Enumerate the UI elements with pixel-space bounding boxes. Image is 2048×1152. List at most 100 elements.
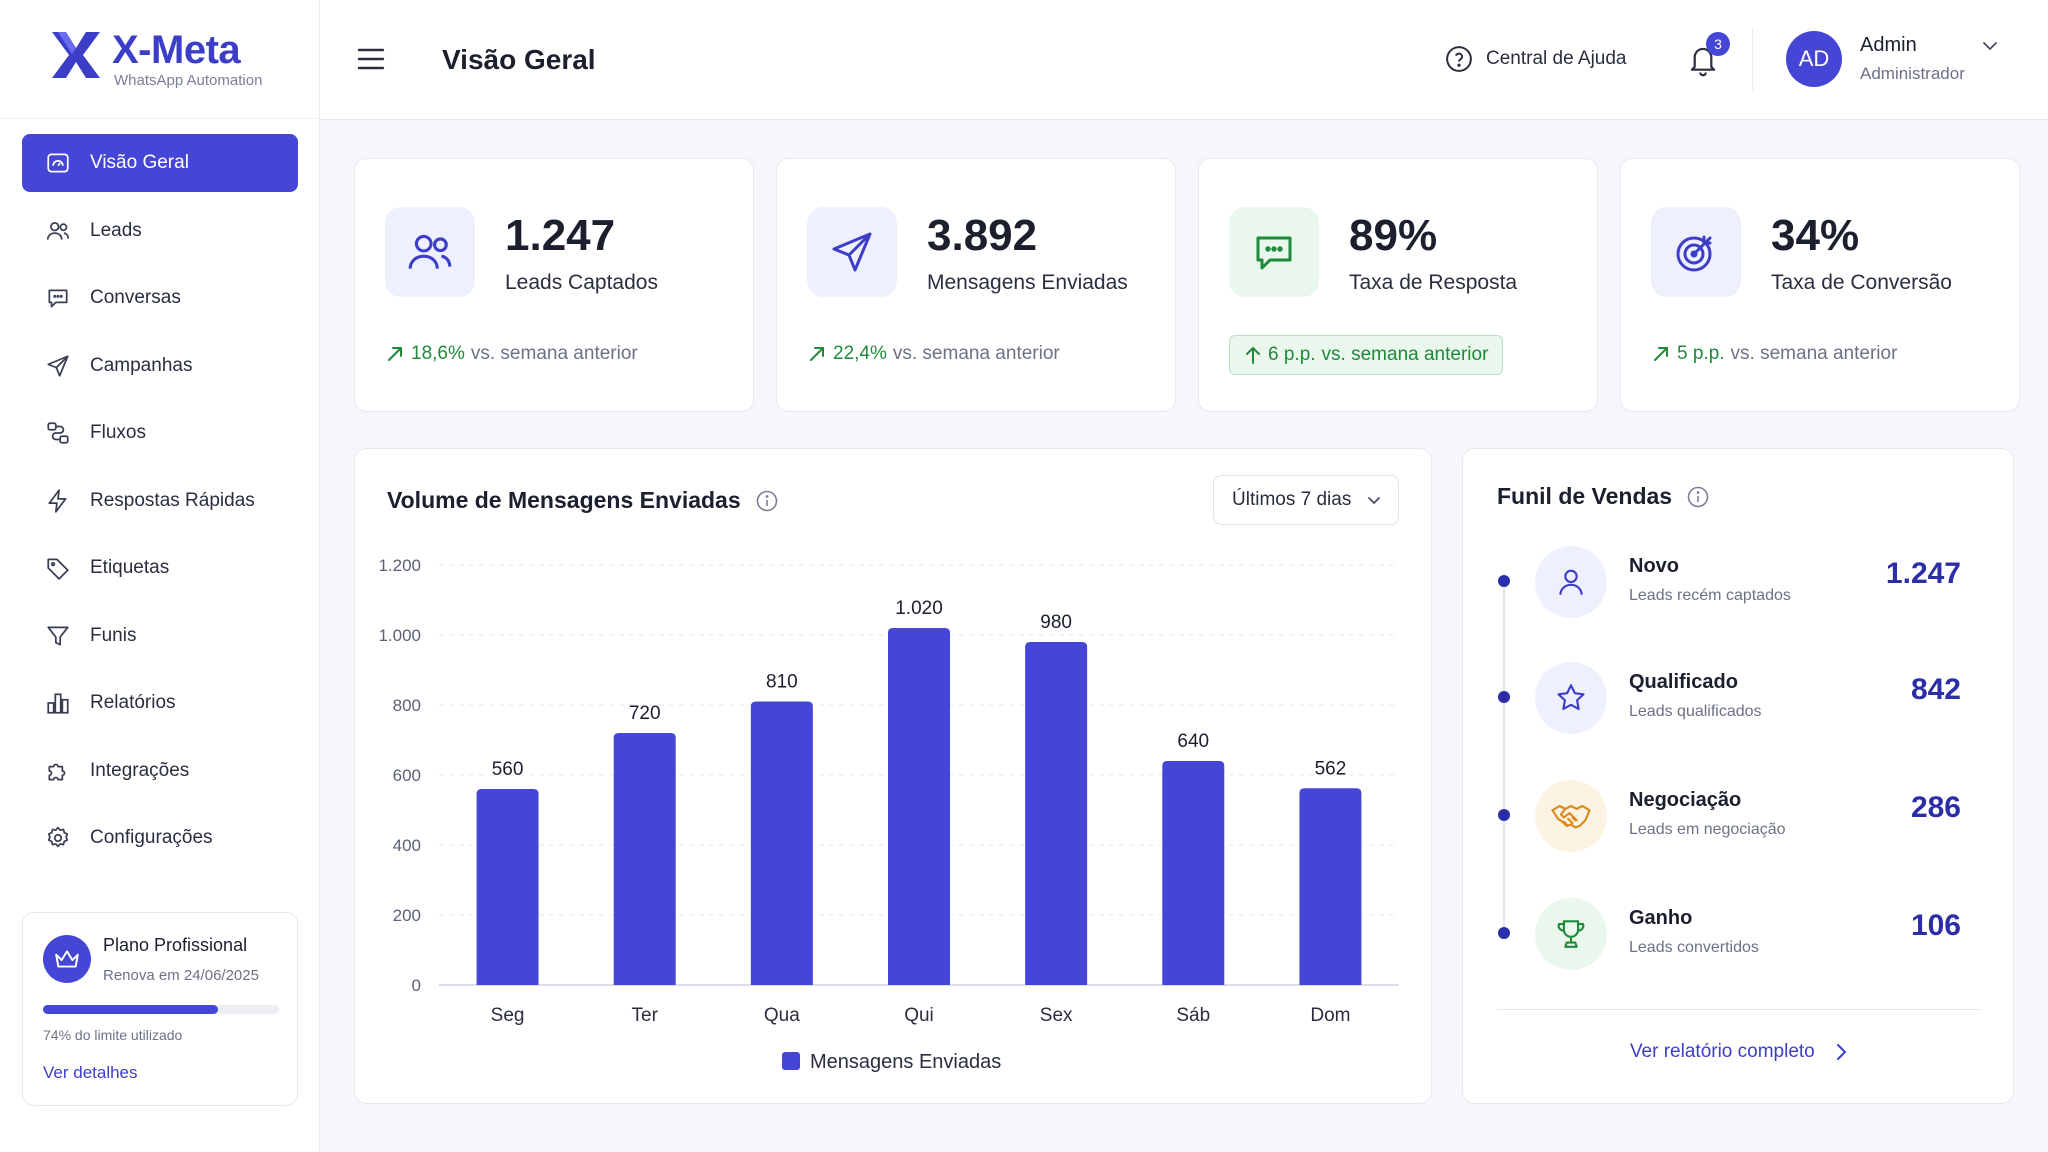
top-header: Visão Geral Central de Ajuda 3 AD Admin … (320, 0, 2048, 120)
timeline-dot (1498, 691, 1510, 703)
funnel-stage-title: Novo (1629, 555, 1679, 577)
stat-trend-text: vs. semana anterior (470, 343, 638, 364)
stat-value: 34% (1771, 211, 1860, 260)
users-icon (44, 217, 72, 245)
sidebar-item-label: Respostas Rápidas (90, 489, 255, 511)
arrow-up-icon (1246, 346, 1260, 364)
funnel-stage-subtitle: Leads recém captados (1629, 587, 1791, 604)
sidebar-item-funis[interactable]: Funis (22, 607, 298, 665)
bar-value-label: 640 (1177, 731, 1209, 752)
y-tick-label: 800 (393, 696, 421, 715)
stat-card-response-rate: 89% Taxa de Resposta 6 p.p. vs. semana a… (1198, 158, 1598, 412)
user-avatar[interactable]: AD (1786, 31, 1842, 87)
y-tick-label: 0 (412, 976, 421, 995)
bar (888, 628, 950, 985)
funnel-stage-subtitle: Leads em negociação (1629, 821, 1786, 838)
brand-name: X-Meta (112, 28, 241, 72)
sidebar-item-leads[interactable]: Leads (22, 202, 298, 260)
sidebar-item-integracoes[interactable]: Integrações (22, 742, 298, 800)
funnel-stage-title: Negociação (1629, 789, 1742, 811)
help-circle-icon (1446, 46, 1472, 72)
stat-value: 3.892 (927, 211, 1038, 260)
gear-icon (44, 824, 72, 852)
sidebar-item-campanhas[interactable]: Campanhas (22, 337, 298, 395)
stat-label: Taxa de Resposta (1349, 271, 1518, 294)
sidebar-item-label: Conversas (90, 287, 181, 308)
y-tick-label: 600 (393, 766, 421, 785)
puzzle-icon (44, 757, 72, 785)
sidebar-item-fluxos[interactable]: Fluxos (22, 404, 298, 462)
trend-up-icon (388, 347, 402, 361)
stat-trend: 22,4% vs. semana anterior (807, 343, 1060, 365)
y-tick-label: 400 (393, 836, 421, 855)
stat-value: 89% (1349, 211, 1438, 260)
funnel-stage-subtitle: Leads convertidos (1629, 939, 1759, 956)
brand-logo[interactable]: X-Meta WhatsApp Automation (48, 28, 288, 92)
timeline-dot (1498, 927, 1510, 939)
funnel-stage-value: 842 (1910, 673, 1961, 706)
dashboard-icon (44, 149, 72, 177)
sidebar: X-Meta WhatsApp Automation Visão Geral L… (0, 0, 320, 1152)
bar (476, 789, 539, 985)
stat-trend-value: 6 p.p. (1268, 344, 1316, 365)
hamburger-menu-icon[interactable] (356, 46, 386, 72)
stat-trend-value: 22,4% (833, 343, 887, 364)
funnel-stage-qualificado[interactable]: Qualificado Leads qualificados 842 (1463, 653, 2015, 743)
trend-up-icon (810, 347, 824, 361)
sidebar-item-relatorios[interactable]: Relatórios (22, 674, 298, 732)
sidebar-item-label: Fluxos (90, 422, 146, 443)
sidebar-item-label: Funis (90, 624, 137, 646)
sidebar-item-visao-geral[interactable]: Visão Geral (22, 134, 298, 192)
x-tick-label: Qui (904, 1005, 934, 1026)
funnel-title: Funil de Vendas (1497, 483, 1673, 509)
chat-icon (44, 284, 72, 312)
full-report-link[interactable]: Ver relatório completo (1463, 1041, 2015, 1063)
x-tick-label: Ter (632, 1005, 659, 1026)
flow-icon (44, 419, 72, 447)
stat-trend-text: vs. semana anterior (892, 343, 1060, 364)
funnel-stage-value: 1.247 (1885, 557, 1961, 590)
sidebar-item-conversas[interactable]: Conversas (22, 269, 298, 327)
info-icon[interactable] (755, 489, 779, 513)
help-center-link[interactable]: Central de Ajuda (1444, 44, 1627, 74)
funnel-stage-value: 286 (1910, 791, 1961, 824)
plan-details-link[interactable]: Ver detalhes (43, 1063, 138, 1082)
bar-value-label: 810 (766, 672, 798, 693)
x-logo-icon (52, 32, 100, 78)
legend-label: Mensagens Enviadas (810, 1051, 1001, 1073)
stat-trend-value: 5 p.p. (1677, 343, 1725, 364)
bar-value-label: 980 (1040, 612, 1072, 633)
timeline-dot (1498, 575, 1510, 587)
users-icon (385, 207, 475, 297)
user-name[interactable]: Admin (1860, 34, 1917, 56)
y-tick-label: 1.200 (378, 556, 421, 575)
funnel-stage-novo[interactable]: Novo Leads recém captados 1.247 (1463, 537, 2015, 627)
bar (613, 733, 676, 985)
sidebar-item-etiquetas[interactable]: Etiquetas (22, 539, 298, 597)
stat-trend-value: 18,6% (411, 343, 465, 364)
funnel-timeline-line (1503, 581, 1505, 931)
date-range-select[interactable]: Últimos 7 dias (1213, 475, 1399, 525)
send-icon (807, 207, 897, 297)
stat-trend: 5 p.p. vs. semana anterior (1651, 343, 1897, 365)
sidebar-item-label: Integrações (90, 759, 190, 781)
stat-card-leads: 1.247 Leads Captados 18,6% vs. semana an… (354, 158, 754, 412)
bar (1025, 642, 1088, 985)
sidebar-item-label: Relatórios (90, 692, 176, 713)
funnel-stage-value: 106 (1910, 909, 1961, 942)
funnel-stage-ganho[interactable]: Ganho Leads convertidos 106 (1463, 889, 2015, 979)
sidebar-item-configuracoes[interactable]: Configurações (22, 809, 298, 867)
plan-title: Plano Profissional (103, 935, 248, 955)
stat-trend: 6 p.p. vs. semana anterior (1229, 335, 1504, 375)
lightning-icon (44, 487, 72, 515)
chat-icon (1229, 207, 1319, 297)
funnel-icon (44, 622, 72, 650)
info-icon[interactable] (1686, 485, 1710, 509)
chevron-right-icon (1837, 1043, 1847, 1060)
sidebar-item-respostas-rapidas[interactable]: Respostas Rápidas (22, 472, 298, 530)
funnel-stage-negociacao[interactable]: Negociação Leads em negociação 286 (1463, 771, 2015, 861)
y-tick-label: 1.000 (378, 626, 421, 645)
header-separator (1752, 28, 1753, 90)
star-icon (1535, 662, 1607, 734)
chevron-down-icon[interactable] (1980, 38, 2000, 54)
